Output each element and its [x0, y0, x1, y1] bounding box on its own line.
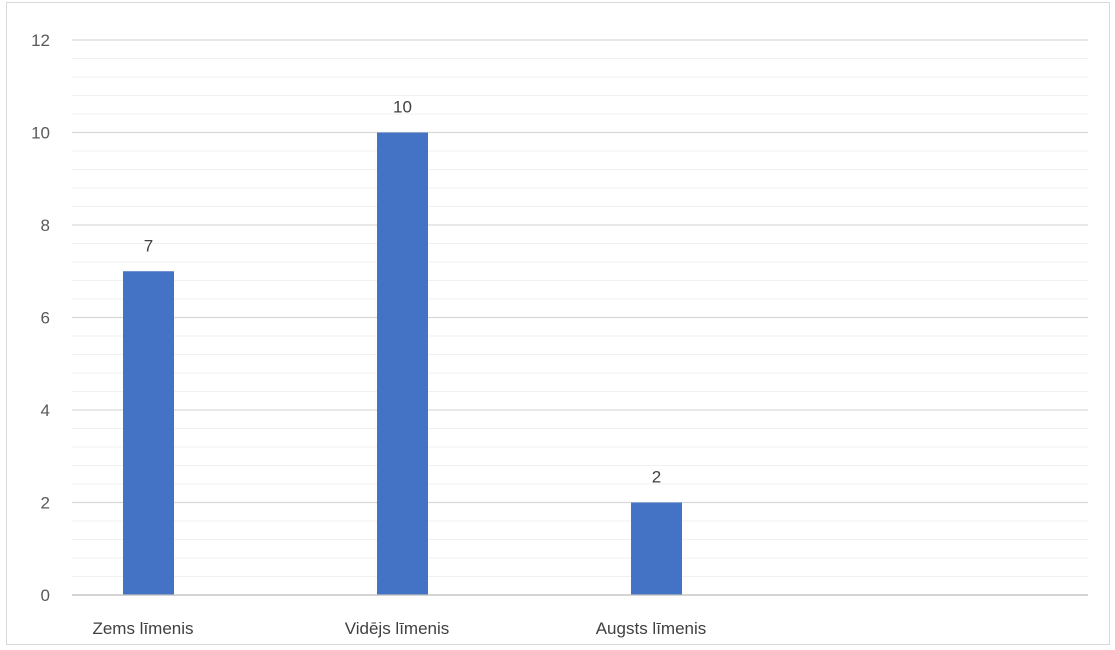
y-tick-label: 6: [41, 309, 50, 328]
bar: [631, 502, 682, 595]
data-label: 7: [144, 236, 153, 255]
y-tick-label: 10: [31, 124, 50, 143]
y-tick-label: 12: [31, 31, 50, 50]
major-gridlines: [72, 39, 1088, 596]
x-category-label: Augsts līmenis: [596, 619, 707, 638]
data-label: 10: [393, 98, 412, 117]
y-tick-label: 2: [41, 494, 50, 513]
x-category-label: Vidējs līmenis: [345, 619, 450, 638]
y-tick-label: 0: [41, 586, 50, 605]
x-axis-category-labels: Zems līmenis Vidējs līmenis Augsts līmenis: [92, 619, 706, 638]
data-label: 2: [652, 468, 661, 487]
x-category-label: Zems līmenis: [92, 619, 193, 638]
y-tick-label: 4: [41, 401, 50, 420]
data-labels: 7 10 2: [144, 98, 661, 487]
bar: [123, 271, 174, 595]
bars: [123, 132, 682, 595]
y-tick-label: 8: [41, 216, 50, 235]
chart-frame: [6, 2, 1110, 645]
bar: [377, 132, 428, 595]
y-axis-tick-labels: 0 2 4 6 8 10 12: [31, 31, 50, 605]
